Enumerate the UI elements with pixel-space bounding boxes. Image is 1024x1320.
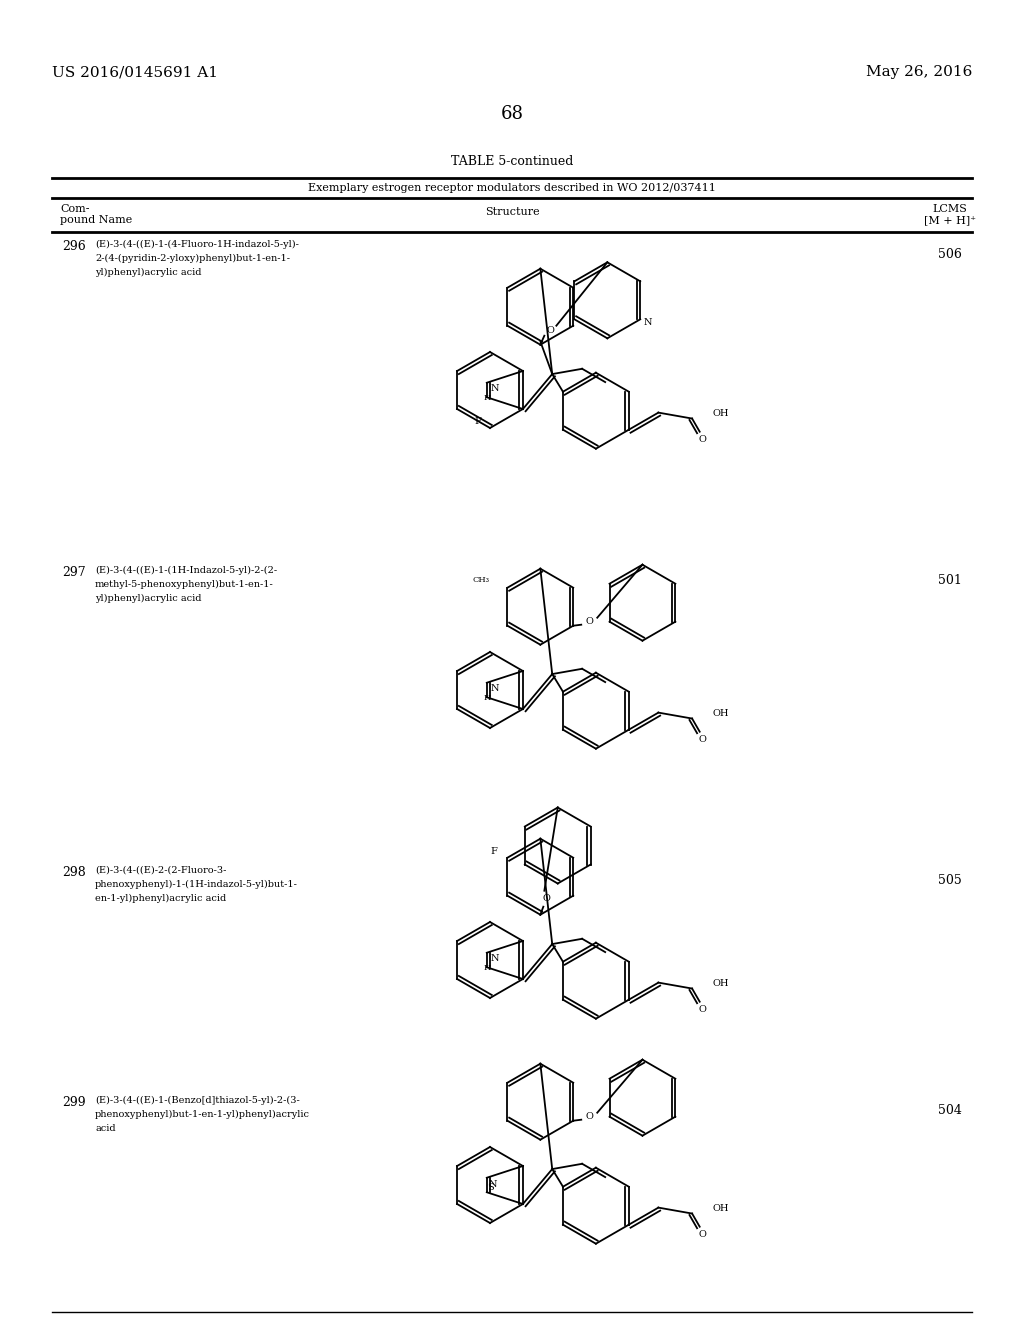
- Text: (E)-3-(4-((E)-1-(Benzo[d]thiazol-5-yl)-2-(3-: (E)-3-(4-((E)-1-(Benzo[d]thiazol-5-yl)-2…: [95, 1096, 300, 1105]
- Text: Com-: Com-: [60, 205, 89, 214]
- Text: O: O: [586, 1113, 593, 1121]
- Text: phenoxyphenyl)but-1-en-1-yl)phenyl)acrylic: phenoxyphenyl)but-1-en-1-yl)phenyl)acryl…: [95, 1110, 310, 1119]
- Text: CH₃: CH₃: [472, 576, 489, 583]
- Text: O: O: [698, 735, 707, 744]
- Text: LCMS: LCMS: [933, 205, 968, 214]
- Text: acid: acid: [95, 1125, 116, 1133]
- Text: O: O: [698, 1230, 707, 1239]
- Text: methyl-5-phenoxyphenyl)but-1-en-1-: methyl-5-phenoxyphenyl)but-1-en-1-: [95, 579, 273, 589]
- Text: May 26, 2016: May 26, 2016: [865, 65, 972, 79]
- Text: N: N: [488, 1180, 497, 1189]
- Text: O: O: [547, 326, 554, 335]
- Text: 505: 505: [938, 874, 962, 887]
- Text: phenoxyphenyl)-1-(1H-indazol-5-yl)but-1-: phenoxyphenyl)-1-(1H-indazol-5-yl)but-1-: [95, 880, 298, 890]
- Text: TABLE 5-continued: TABLE 5-continued: [451, 154, 573, 168]
- Text: O: O: [586, 618, 593, 626]
- Text: Exemplary estrogen receptor modulators described in WO 2012/037411: Exemplary estrogen receptor modulators d…: [308, 183, 716, 193]
- Text: Structure: Structure: [484, 207, 540, 216]
- Text: 297: 297: [62, 566, 86, 579]
- Text: 296: 296: [62, 240, 86, 253]
- Text: en-1-yl)phenyl)acrylic acid: en-1-yl)phenyl)acrylic acid: [95, 894, 226, 903]
- Text: yl)phenyl)acrylic acid: yl)phenyl)acrylic acid: [95, 268, 202, 277]
- Text: 299: 299: [62, 1096, 86, 1109]
- Text: N: N: [490, 384, 499, 393]
- Text: US 2016/0145691 A1: US 2016/0145691 A1: [52, 65, 218, 79]
- Text: H: H: [483, 694, 490, 702]
- Text: (E)-3-(4-((E)-2-(2-Fluoro-3-: (E)-3-(4-((E)-2-(2-Fluoro-3-: [95, 866, 226, 875]
- Text: N: N: [644, 318, 652, 327]
- Text: 506: 506: [938, 248, 962, 261]
- Text: O: O: [698, 436, 707, 445]
- Text: (E)-3-(4-((E)-1-(1H-Indazol-5-yl)-2-(2-: (E)-3-(4-((E)-1-(1H-Indazol-5-yl)-2-(2-: [95, 566, 278, 576]
- Text: 298: 298: [62, 866, 86, 879]
- Text: 504: 504: [938, 1104, 962, 1117]
- Text: N: N: [490, 684, 499, 693]
- Text: (E)-3-(4-((E)-1-(4-Fluoro-1H-indazol-5-yl)-: (E)-3-(4-((E)-1-(4-Fluoro-1H-indazol-5-y…: [95, 240, 299, 249]
- Text: O: O: [698, 1006, 707, 1014]
- Text: 2-(4-(pyridin-2-yloxy)phenyl)but-1-en-1-: 2-(4-(pyridin-2-yloxy)phenyl)but-1-en-1-: [95, 253, 290, 263]
- Text: yl)phenyl)acrylic acid: yl)phenyl)acrylic acid: [95, 594, 202, 603]
- Text: O: O: [543, 894, 550, 903]
- Text: pound Name: pound Name: [60, 215, 132, 224]
- Text: 68: 68: [501, 106, 523, 123]
- Text: H: H: [483, 393, 490, 401]
- Text: 501: 501: [938, 574, 962, 587]
- Text: OH: OH: [712, 409, 729, 418]
- Text: OH: OH: [712, 709, 729, 718]
- Text: [M + H]⁺: [M + H]⁺: [924, 215, 976, 224]
- Text: N: N: [490, 954, 499, 964]
- Text: OH: OH: [712, 1204, 729, 1213]
- Text: F: F: [474, 417, 481, 426]
- Text: H: H: [483, 964, 490, 972]
- Text: F: F: [490, 847, 497, 857]
- Text: S: S: [487, 1183, 495, 1192]
- Text: OH: OH: [712, 979, 729, 989]
